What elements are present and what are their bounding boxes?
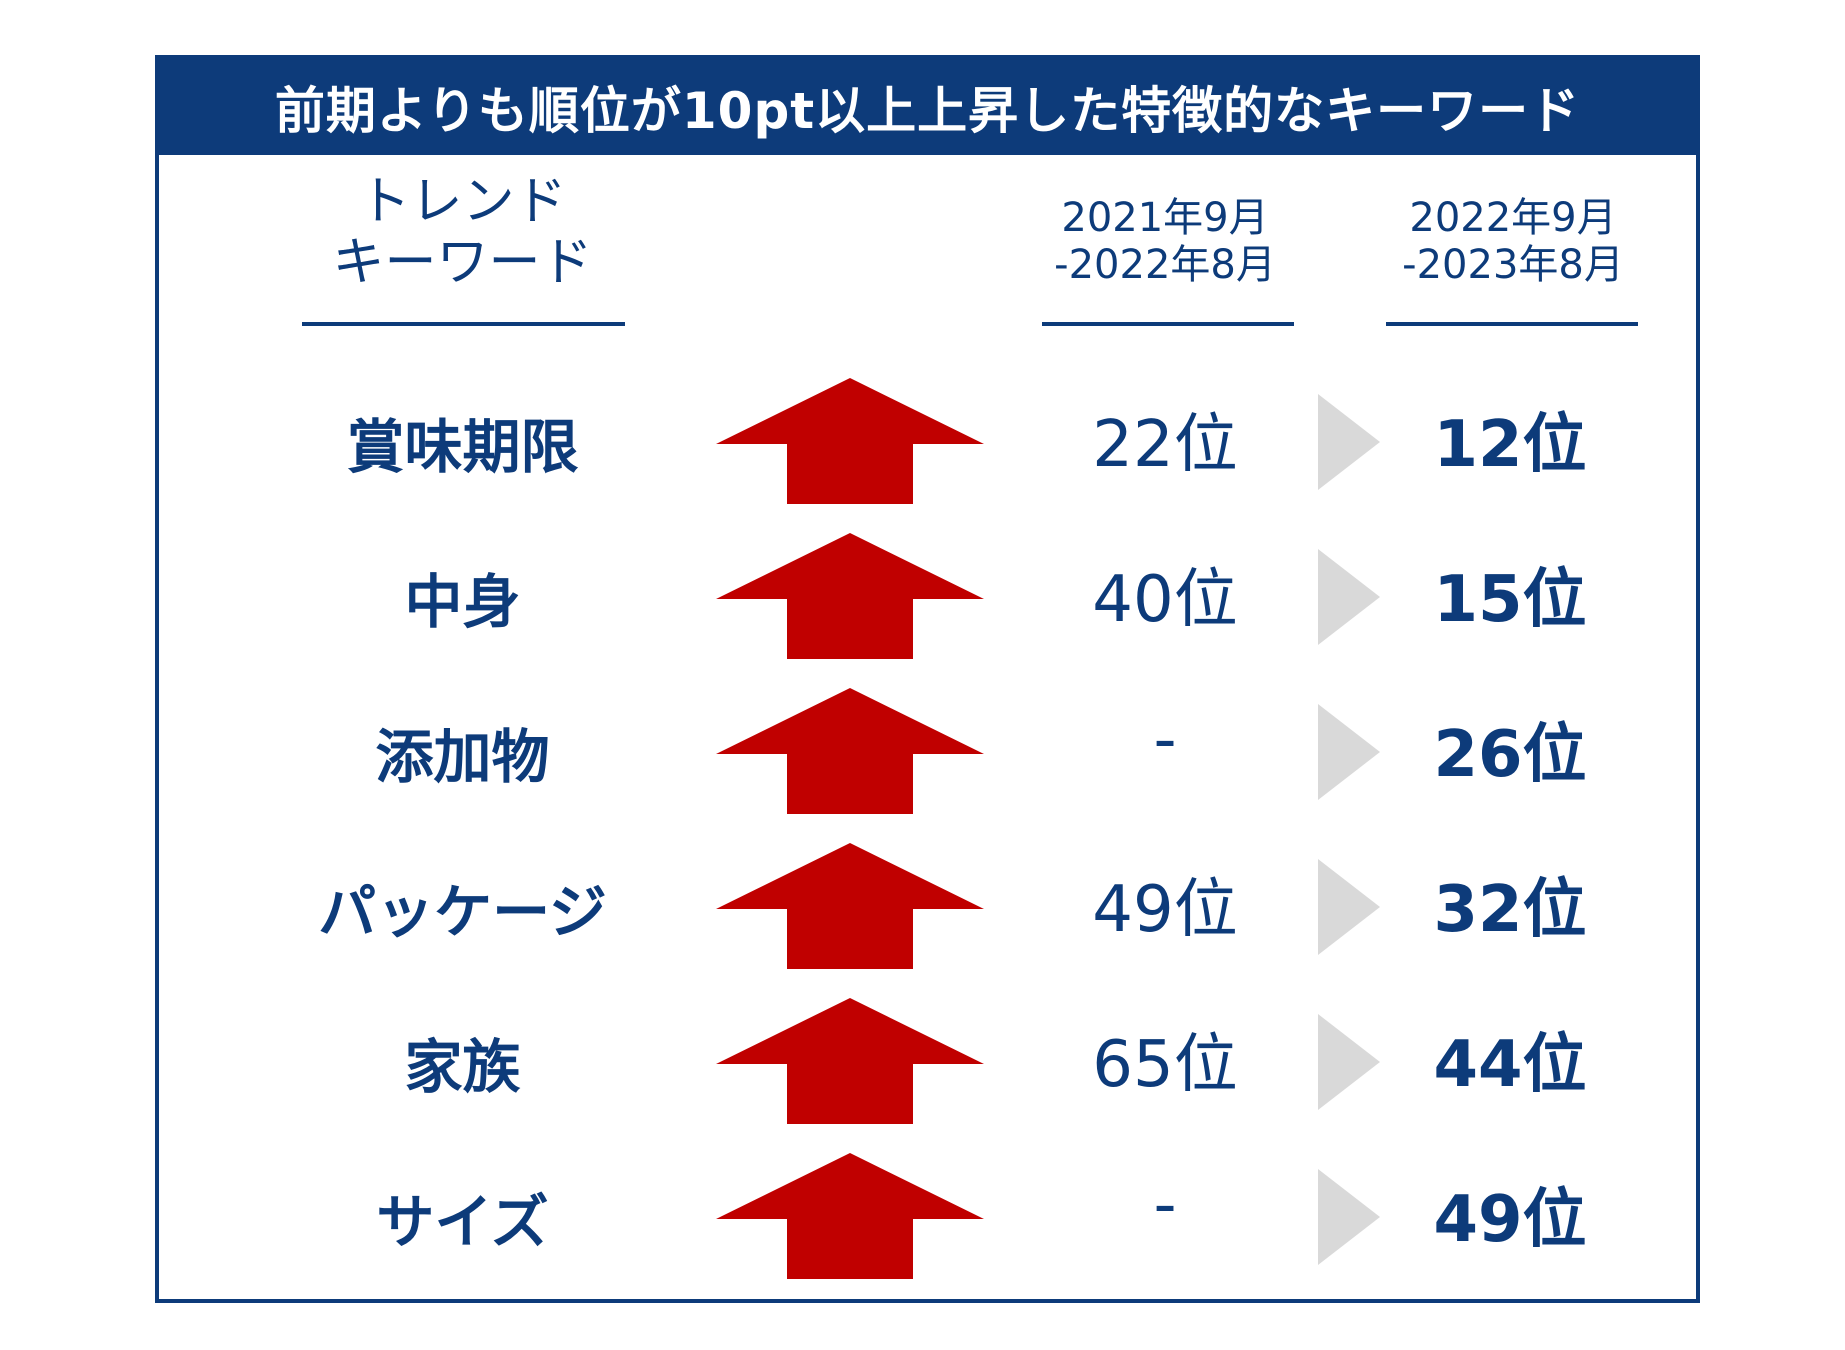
period1-column-header: 2021年9月 -2022年8月 bbox=[1030, 195, 1300, 289]
period2-column-header: 2022年9月 -2023年8月 bbox=[1378, 195, 1648, 289]
row-prev-rank: 65位 bbox=[1092, 1028, 1238, 1102]
play-triangle-icon bbox=[1318, 549, 1380, 645]
row-keyword: パッケージ bbox=[318, 878, 607, 946]
play-triangle-icon bbox=[1318, 1014, 1380, 1110]
period2-header-line-1: 2022年9月 bbox=[1409, 195, 1617, 241]
row-prev-rank: 22位 bbox=[1092, 408, 1238, 482]
row-prev-rank: - bbox=[1153, 1168, 1177, 1242]
up-arrow-icon bbox=[716, 998, 984, 1124]
play-triangle-icon bbox=[1318, 1169, 1380, 1265]
play-triangle-icon bbox=[1318, 859, 1380, 955]
play-triangle-icon bbox=[1318, 394, 1380, 490]
row-keyword: サイズ bbox=[376, 1188, 549, 1256]
row-prev-rank: 40位 bbox=[1092, 563, 1238, 637]
period2-header-rule bbox=[1386, 322, 1638, 326]
row-prev-rank: - bbox=[1153, 703, 1177, 777]
keyword-column-header: トレンド キーワード bbox=[295, 172, 630, 295]
period2-header-line-2: -2023年8月 bbox=[1402, 242, 1624, 289]
period1-header-line-1: 2021年9月 bbox=[1061, 195, 1269, 241]
row-curr-rank: 26位 bbox=[1433, 718, 1587, 792]
up-arrow-icon bbox=[716, 1153, 984, 1279]
keyword-header-line-1: トレンド bbox=[358, 172, 567, 232]
period1-header-rule bbox=[1042, 322, 1294, 326]
row-keyword: 添加物 bbox=[375, 723, 550, 791]
keyword-header-rule bbox=[302, 322, 625, 326]
row-keyword: 賞味期限 bbox=[346, 413, 579, 481]
up-arrow-icon bbox=[716, 843, 984, 969]
keyword-header-line-2: キーワード bbox=[332, 233, 593, 294]
row-curr-rank: 32位 bbox=[1433, 873, 1587, 947]
row-curr-rank: 49位 bbox=[1433, 1183, 1587, 1257]
row-keyword: 中身 bbox=[404, 568, 521, 636]
up-arrow-icon bbox=[716, 688, 984, 814]
up-arrow-icon bbox=[716, 533, 984, 659]
row-prev-rank: 49位 bbox=[1092, 873, 1238, 947]
row-curr-rank: 44位 bbox=[1433, 1028, 1587, 1102]
play-triangle-icon bbox=[1318, 704, 1380, 800]
row-curr-rank: 15位 bbox=[1433, 563, 1587, 637]
panel-title: 前期よりも順位が10pt以上上昇した特徴的なキーワード bbox=[159, 59, 1696, 155]
keyword-ranking-panel: 前期よりも順位が10pt以上上昇した特徴的なキーワード bbox=[155, 55, 1700, 1303]
row-keyword: 家族 bbox=[404, 1033, 521, 1101]
row-curr-rank: 12位 bbox=[1433, 408, 1587, 482]
up-arrow-icon bbox=[716, 378, 984, 504]
period1-header-line-2: -2022年8月 bbox=[1054, 242, 1276, 289]
